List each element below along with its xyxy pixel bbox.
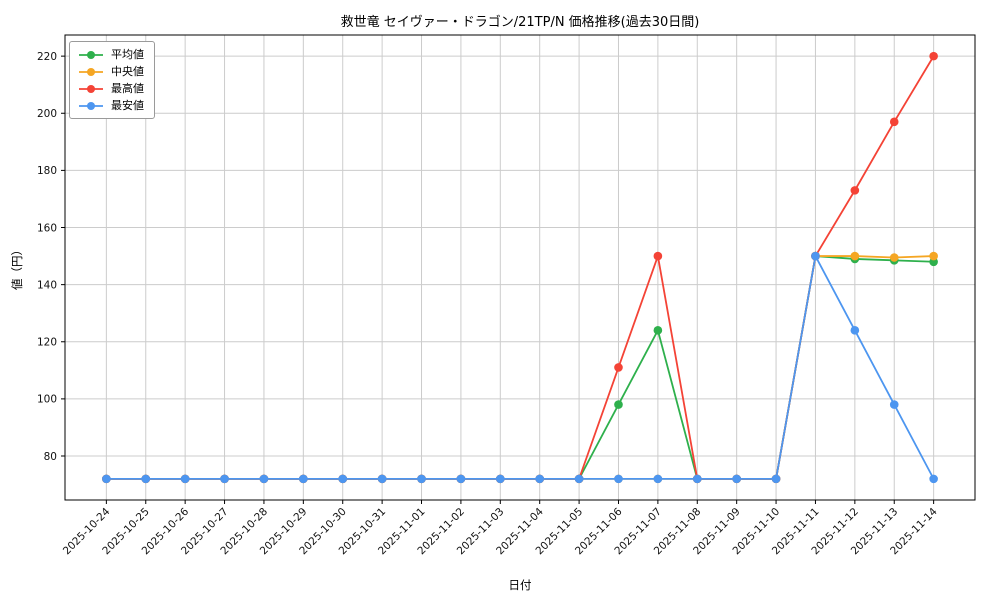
legend-item: 最高値 — [78, 82, 144, 95]
legend-label: 最高値 — [111, 82, 144, 95]
data-point — [456, 474, 466, 484]
legend-line-marker-icon — [79, 101, 103, 110]
data-point — [653, 251, 663, 261]
data-point — [299, 474, 308, 484]
y-tick-label: 220 — [37, 51, 57, 63]
data-point — [614, 363, 623, 372]
data-point — [850, 186, 860, 195]
data-point — [180, 474, 190, 484]
data-point — [417, 474, 426, 484]
y-axis-label: 値（円） — [10, 244, 24, 290]
data-point — [850, 326, 860, 335]
data-point — [732, 474, 741, 484]
data-point — [496, 474, 505, 484]
chart-legend: 平均値中央値最高値最安値 — [69, 41, 155, 119]
data-point — [929, 474, 938, 484]
series-最安値 — [102, 251, 938, 484]
data-point — [889, 117, 899, 127]
data-point — [377, 474, 387, 484]
data-point — [889, 253, 899, 262]
legend-item: 中央値 — [78, 65, 144, 78]
data-point — [811, 251, 820, 261]
data-point — [259, 474, 269, 484]
x-axis-label: 日付 — [508, 578, 532, 592]
data-point — [653, 474, 663, 484]
data-point — [929, 251, 938, 261]
legend-line-marker-icon — [79, 67, 103, 76]
y-tick-label: 100 — [37, 394, 57, 406]
data-point — [692, 474, 702, 484]
legend-label: 平均値 — [111, 48, 144, 61]
data-point — [574, 474, 584, 484]
data-point — [929, 51, 938, 61]
data-point — [338, 474, 348, 484]
data-point — [614, 400, 623, 409]
legend-line-marker-icon — [79, 84, 103, 93]
y-tick-label: 200 — [37, 108, 57, 120]
data-point — [889, 400, 899, 409]
legend-item: 平均値 — [78, 48, 144, 61]
data-point — [220, 474, 229, 484]
chart-title: 救世竜 セイヴァー・ドラゴン/21TP/N 価格推移(過去30日間) — [340, 15, 700, 30]
y-tick-label: 160 — [37, 222, 57, 234]
plot-area — [65, 35, 975, 500]
data-point — [614, 474, 623, 484]
legend-label: 中央値 — [111, 65, 144, 78]
tick-marks — [61, 55, 935, 504]
legend-label: 最安値 — [111, 99, 144, 112]
y-tick-label: 180 — [37, 165, 57, 177]
data-point — [141, 474, 151, 484]
y-tick-label: 120 — [37, 337, 57, 349]
legend-item: 最安値 — [78, 99, 144, 112]
y-tick-label: 80 — [44, 451, 57, 463]
data-point — [535, 474, 544, 484]
data-point — [771, 474, 781, 484]
data-point — [850, 251, 860, 261]
data-point — [653, 326, 663, 335]
axes-frame — [64, 34, 976, 501]
data-point — [102, 474, 111, 484]
legend-line-marker-icon — [79, 50, 103, 59]
y-tick-label: 140 — [37, 279, 57, 291]
